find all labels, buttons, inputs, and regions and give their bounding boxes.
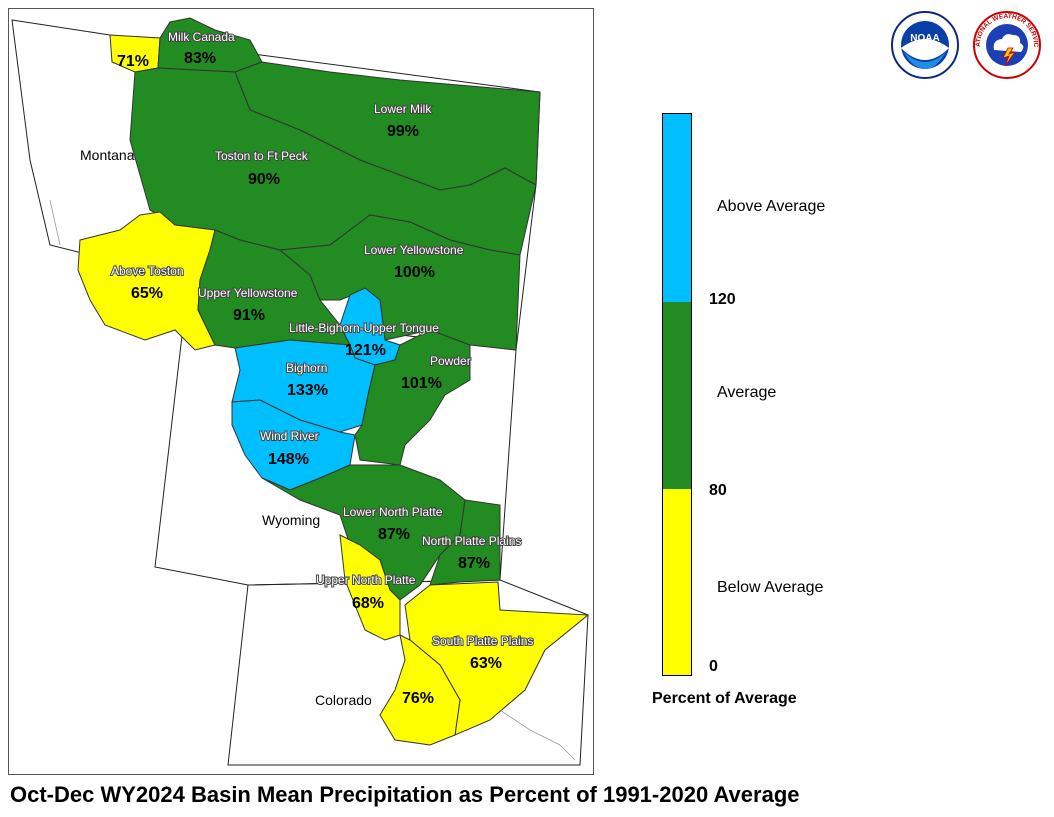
basin-value-lower-yellowstone: 100% <box>394 264 435 281</box>
basin-map: Montana Wyoming Colorado Milk Canada 71%… <box>11 17 590 766</box>
basin-value-above-toston: 65% <box>131 285 163 302</box>
legend-tick-120: 120 <box>709 291 736 308</box>
basin-value-little-bighorn: 121% <box>345 342 386 359</box>
basin-value-milk-canada-west: 71% <box>117 53 149 70</box>
basin-name-powder: Powder <box>430 354 471 368</box>
legend-color-bar <box>662 113 692 676</box>
basin-powder <box>354 329 471 466</box>
basin-name-milk-canada: Milk Canada <box>168 30 235 44</box>
state-label-montana: Montana <box>80 147 135 163</box>
basin-value-lower-north-platte: 87% <box>378 526 410 543</box>
basin-value-wind-river: 148% <box>268 451 309 468</box>
legend-tick-80: 80 <box>709 482 727 499</box>
basin-value-toston-ft-peck: 90% <box>248 171 280 188</box>
basin-value-milk-canada: 83% <box>184 50 216 67</box>
legend-segment-average <box>663 302 691 489</box>
basin-value-lower-milk: 99% <box>387 123 419 140</box>
basin-south-platte-mtn <box>379 634 461 746</box>
basin-name-lower-milk: Lower Milk <box>374 102 432 116</box>
legend-label-above: Above Average <box>717 198 826 215</box>
basin-name-lower-yellowstone: Lower Yellowstone <box>364 243 464 257</box>
decorative-rivers <box>49 199 576 761</box>
legend-tick-0: 0 <box>709 658 718 675</box>
legend-label-average: Average <box>717 384 777 401</box>
basin-value-upper-north-platte: 68% <box>352 595 384 612</box>
basin-name-north-platte-plains: North Platte Plains <box>422 534 521 548</box>
basin-name-wind-river: Wind River <box>260 429 319 443</box>
basin-name-south-platte-plains: South Platte Plains <box>432 634 533 648</box>
basin-value-powder: 101% <box>401 375 442 392</box>
legend-segment-above <box>663 114 691 302</box>
basin-value-bighorn: 133% <box>287 382 328 399</box>
basin-value-upper-yellowstone: 91% <box>233 307 265 324</box>
basin-name-little-bighorn: Little-Bighorn-Upper Tongue <box>289 321 439 335</box>
basin-name-upper-yellowstone: Upper Yellowstone <box>198 286 298 300</box>
basin-name-bighorn: Bighorn <box>286 361 327 375</box>
basin-value-north-platte-plains: 87% <box>458 555 490 572</box>
noaa-logo-icon: NOAA <box>891 11 959 79</box>
basin-name-toston-ft-peck: Toston to Ft Peck <box>215 149 309 163</box>
basin-name-upper-north-platte: Upper North Platte <box>316 573 416 587</box>
basins <box>77 17 590 746</box>
legend-segment-below <box>663 489 691 675</box>
basin-above-toston <box>77 211 216 351</box>
basin-value-south-platte-plains: 63% <box>470 655 502 672</box>
basin-name-lower-north-platte: Lower North Platte <box>343 505 443 519</box>
state-label-colorado: Colorado <box>315 692 372 708</box>
state-label-wyoming: Wyoming <box>262 512 320 528</box>
basin-name-above-toston: Above Toston <box>111 264 184 278</box>
legend-title: Percent of Average <box>652 690 797 707</box>
nws-logo-icon: NATIONAL WEATHER SERVICE <box>972 10 1041 79</box>
legend-label-below: Below Average <box>717 579 824 596</box>
basin-value-south-platte-mtn: 76% <box>402 690 434 707</box>
page-title: Oct-Dec WY2024 Basin Mean Precipitation … <box>10 782 800 807</box>
basin-north-platte-plains <box>429 499 501 586</box>
noaa-logo-text: NOAA <box>910 33 939 44</box>
